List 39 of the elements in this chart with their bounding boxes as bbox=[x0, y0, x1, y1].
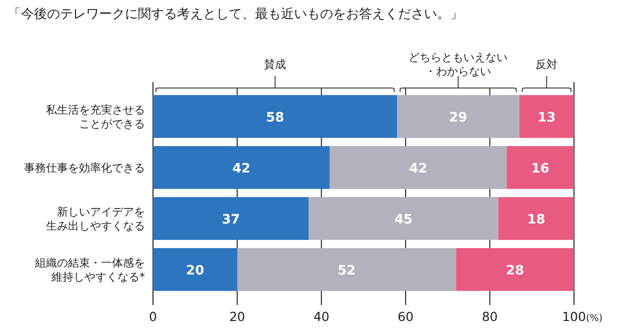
data-label: 20 bbox=[186, 264, 204, 278]
bar bbox=[519, 95, 574, 138]
bar bbox=[308, 197, 498, 240]
series-label: どちらともいえない・わからない bbox=[408, 51, 508, 78]
bar bbox=[153, 248, 238, 291]
y-tick-label: 事務仕事を効率化できる bbox=[24, 162, 145, 174]
data-label: 18 bbox=[527, 212, 546, 228]
x-axis-title: (%) bbox=[586, 313, 602, 324]
data-label: 42 bbox=[409, 162, 428, 176]
bar bbox=[456, 248, 574, 291]
x-tick-label: 60 bbox=[398, 309, 414, 324]
x-tick-label: 0 bbox=[149, 309, 158, 324]
bar bbox=[330, 146, 507, 189]
bar bbox=[237, 248, 456, 291]
data-label: 13 bbox=[538, 110, 556, 126]
x-tick-label: 40 bbox=[313, 309, 330, 324]
x-tick-label: 20 bbox=[229, 309, 246, 324]
x-tick-label: 80 bbox=[482, 309, 498, 324]
x-tick-label: 100 bbox=[562, 309, 586, 324]
bar bbox=[153, 95, 398, 138]
data-label: 42 bbox=[232, 162, 250, 176]
data-label: 37 bbox=[222, 212, 240, 228]
bar bbox=[498, 197, 574, 240]
data-label: 28 bbox=[506, 264, 524, 278]
bar bbox=[153, 197, 309, 240]
data-label: 45 bbox=[394, 212, 413, 228]
bar bbox=[397, 95, 520, 138]
data-label: 52 bbox=[338, 264, 356, 278]
y-tick-label: 新しいアイデアを生み出しやすくなる bbox=[46, 206, 145, 232]
bar bbox=[153, 146, 330, 189]
text: 反対 bbox=[536, 58, 558, 71]
bar bbox=[506, 146, 574, 189]
data-label: 58 bbox=[266, 110, 284, 126]
data-label: 29 bbox=[449, 110, 468, 126]
data-label: 16 bbox=[531, 162, 550, 176]
text: 賛成 bbox=[264, 58, 286, 71]
y-tick-label: 組織の結束・一体感を維持しやすくなる* bbox=[34, 256, 146, 284]
chart-title: 「今後のテレワークに関する考えとして、最も近いものをお答えください。」 bbox=[8, 7, 463, 22]
y-tick-label: 私生活を充実させることができる bbox=[46, 104, 145, 130]
